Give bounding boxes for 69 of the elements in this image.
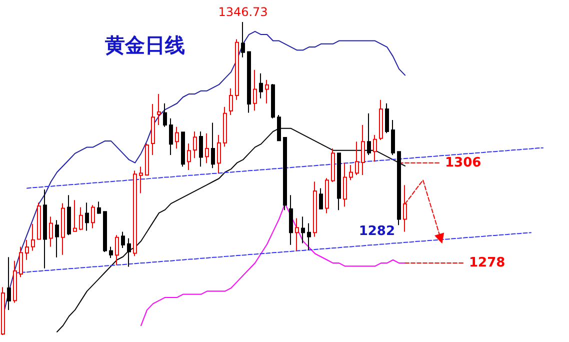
candlestick [265, 79, 269, 104]
candlestick [139, 166, 143, 194]
candlestick [235, 38, 239, 100]
candlestick [301, 216, 305, 244]
candlestick [151, 104, 155, 156]
candlestick [115, 234, 119, 266]
candlestick [325, 178, 329, 214]
candlestick [271, 83, 275, 119]
candlestick [37, 202, 41, 240]
candlestick [349, 164, 353, 181]
series-label: 1306 [445, 155, 482, 170]
candlestick [7, 256, 11, 310]
candlestick [385, 102, 389, 134]
candlestick [127, 238, 131, 268]
candlestick [175, 126, 179, 149]
candlestick [133, 170, 137, 257]
candlestick [307, 222, 311, 250]
candlestick [343, 162, 347, 208]
annotation: 1282 [358, 224, 395, 240]
candlestick [391, 119, 395, 156]
candlestick [121, 231, 125, 248]
candlestick [55, 220, 59, 258]
candlestick [109, 246, 113, 258]
candlestick [73, 200, 77, 232]
candlestick [193, 131, 197, 159]
candlestick [25, 239, 29, 260]
candlestick [229, 88, 233, 116]
candlestick [157, 93, 161, 126]
candlestick [295, 218, 299, 252]
candlestick [211, 122, 215, 169]
candlestick [241, 22, 245, 58]
candlestick [319, 188, 323, 210]
candlestick [145, 142, 149, 176]
text: 黄金日线 [104, 33, 185, 57]
candlestick [49, 216, 53, 248]
candlestick [337, 152, 341, 211]
candlestick [103, 211, 107, 253]
candlestick [331, 148, 335, 182]
candlestick [361, 124, 365, 176]
candlestick [31, 223, 35, 252]
candlestick [43, 188, 47, 269]
candlestick [181, 132, 185, 168]
candlestick [373, 134, 377, 162]
candlestick [163, 102, 167, 128]
candlestick [61, 202, 65, 256]
text: 1346.73 [218, 5, 268, 19]
candlestick [97, 201, 101, 214]
candlestick [313, 181, 317, 238]
series-label: 1278 [469, 256, 506, 271]
candlestick [79, 206, 83, 231]
candlestick [91, 204, 95, 229]
candlestick [397, 151, 401, 226]
candlestick [217, 134, 221, 174]
candlestick [253, 69, 257, 112]
candlestick [205, 132, 209, 164]
candlestick [289, 194, 293, 246]
candlestick [169, 118, 173, 156]
candlestick [259, 72, 263, 99]
candlestick [355, 141, 359, 176]
candlestick [247, 51, 251, 114]
candlestick [223, 106, 227, 148]
candlestick [187, 142, 191, 171]
candlestick [13, 260, 17, 304]
candlestick [85, 202, 89, 232]
candlestick [199, 131, 203, 168]
candlestick [19, 246, 23, 278]
candlestick [283, 136, 287, 211]
candlestick [67, 194, 71, 236]
candlestick [379, 99, 383, 140]
